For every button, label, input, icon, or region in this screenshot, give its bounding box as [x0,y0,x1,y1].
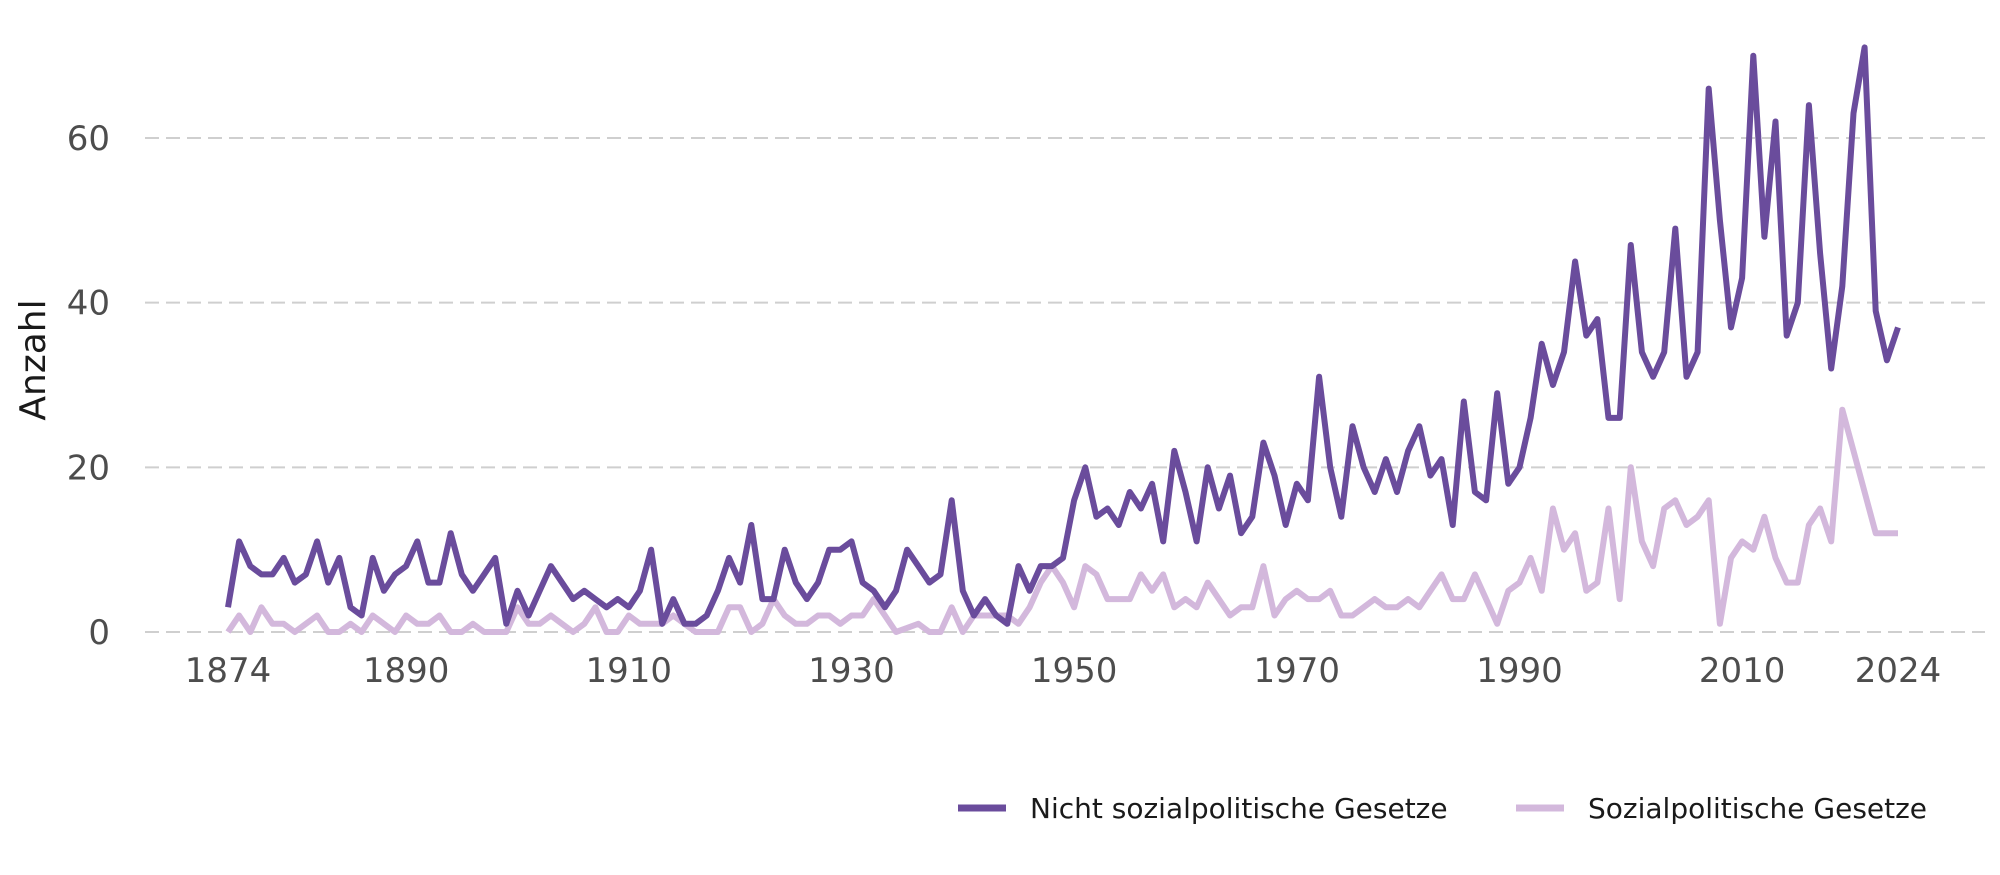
series-line-nicht-sozialpolitische-gesetze [225,44,1901,627]
legend: Nicht sozialpolitische Gesetze Sozialpoli… [958,792,1927,825]
series-line-sozialpolitische-gesetze [225,406,1898,635]
legend-label: Sozialpolitische Gesetze [1588,792,1927,825]
x-tick-label: 1990 [1476,651,1563,691]
legend-label: Nicht sozialpolitische Gesetze [1030,792,1448,825]
x-tick-label: 2024 [1855,651,1942,691]
x-axis-ticks: 1874 1890 1910 1930 1950 1970 1990 2010 2024 [185,651,1942,691]
y-tick-label: 40 [67,284,110,324]
x-tick-label: 1910 [586,651,673,691]
y-tick-label: 60 [67,119,110,159]
x-tick-label: 1930 [808,651,895,691]
y-tick-label: 20 [67,448,110,488]
x-tick-label: 2010 [1699,651,1786,691]
series-lines [225,44,1901,635]
x-tick-label: 1890 [363,651,450,691]
y-axis-ticks: 0 20 40 60 [67,119,110,653]
y-axis-title: Anzahl [13,299,54,420]
x-tick-label: 1874 [185,651,272,691]
x-tick-label: 1970 [1254,651,1341,691]
y-tick-label: 0 [88,613,110,653]
x-tick-label: 1950 [1031,651,1118,691]
